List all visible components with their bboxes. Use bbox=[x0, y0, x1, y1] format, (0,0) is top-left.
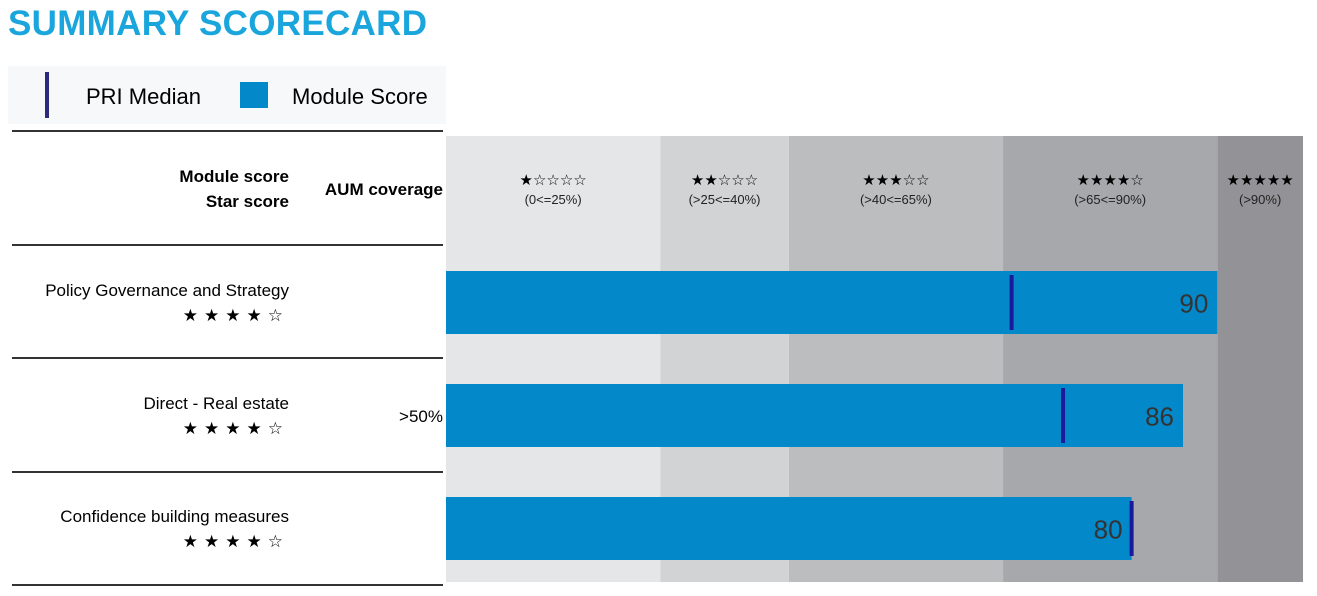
band-star-label: ★★★★☆ bbox=[1077, 171, 1144, 189]
band-star-label: ★☆☆☆☆ bbox=[520, 171, 587, 189]
aum-coverage-header: AUM coverage bbox=[324, 180, 443, 199]
pri-median-marker bbox=[1009, 275, 1014, 330]
divider bbox=[12, 130, 443, 132]
module-score-bar bbox=[446, 384, 1184, 447]
band-star-label: ★★★★★ bbox=[1227, 171, 1294, 189]
row-star-score: ★★★★☆ bbox=[182, 306, 289, 325]
module-score-value: 86 bbox=[1145, 402, 1174, 432]
chart-legend: PRI Median Module Score bbox=[8, 66, 446, 124]
module-score-value: 90 bbox=[1179, 289, 1208, 319]
module-score-header: Module score bbox=[179, 167, 289, 186]
module-score-value: 80 bbox=[1094, 515, 1123, 545]
band-range-label: (>90%) bbox=[1239, 192, 1281, 207]
band-star-label: ★★★☆☆ bbox=[862, 171, 929, 189]
module-score-bar bbox=[446, 497, 1132, 560]
module-score-bar bbox=[446, 271, 1218, 334]
band-range-label: (>25<=40%) bbox=[689, 192, 761, 207]
band-range-label: (>40<=65%) bbox=[860, 192, 932, 207]
median-legend-swatch bbox=[45, 72, 49, 118]
row-label: Confidence building measures bbox=[60, 507, 289, 526]
row-star-score: ★★★★☆ bbox=[182, 419, 289, 438]
band-range-label: (0<=25%) bbox=[525, 192, 582, 207]
score-legend-swatch bbox=[240, 82, 268, 108]
band-star-label: ★★☆☆☆ bbox=[691, 171, 758, 189]
row-aum-coverage: >50% bbox=[399, 407, 443, 426]
score-legend-label: Module Score bbox=[292, 84, 428, 109]
row-star-score: ★★★★☆ bbox=[182, 532, 289, 551]
divider bbox=[12, 244, 443, 246]
divider bbox=[12, 357, 443, 359]
star-score-header: Star score bbox=[205, 192, 289, 211]
page-title: SUMMARY SCORECARD bbox=[8, 4, 428, 43]
pri-median-marker bbox=[1129, 501, 1134, 556]
pri-median-marker bbox=[1061, 388, 1066, 443]
divider bbox=[12, 471, 443, 473]
divider bbox=[12, 584, 443, 586]
star-band bbox=[1217, 136, 1303, 582]
row-label: Policy Governance and Strategy bbox=[45, 281, 289, 300]
median-legend-label: PRI Median bbox=[86, 84, 201, 109]
row-label: Direct - Real estate bbox=[143, 394, 290, 413]
band-range-label: (>65<=90%) bbox=[1074, 192, 1146, 207]
